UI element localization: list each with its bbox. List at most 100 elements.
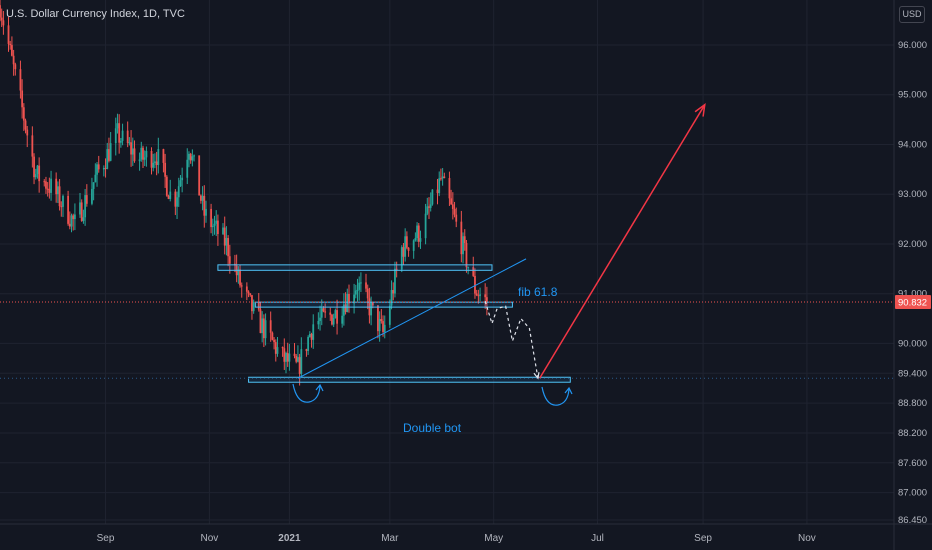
currency-button[interactable]: USD bbox=[899, 6, 925, 23]
candle-body bbox=[479, 294, 481, 296]
candle-body bbox=[455, 214, 458, 222]
candle-body bbox=[463, 236, 466, 244]
candle-body bbox=[174, 191, 177, 207]
last-price-tag bbox=[895, 295, 931, 310]
candle-body bbox=[55, 178, 58, 195]
candle-body bbox=[276, 347, 279, 354]
time-tick-label: Jul bbox=[591, 533, 604, 544]
candle-body bbox=[114, 128, 117, 144]
candle-body bbox=[342, 304, 345, 316]
candle-body bbox=[300, 349, 303, 374]
candle-body bbox=[485, 297, 488, 304]
candle-body bbox=[68, 223, 71, 227]
candle-body bbox=[295, 355, 298, 362]
candle-body bbox=[67, 195, 69, 224]
double-bottom-label: Double bot bbox=[403, 421, 462, 435]
candle-body bbox=[395, 268, 398, 270]
candle-body bbox=[94, 174, 97, 183]
candle-body bbox=[227, 238, 230, 257]
candle-body bbox=[133, 148, 136, 162]
candle-body bbox=[251, 295, 253, 312]
candle-body bbox=[440, 178, 442, 180]
candle-body bbox=[162, 149, 165, 163]
price-tick-label: 91.000 bbox=[898, 289, 927, 300]
candle-body bbox=[186, 159, 189, 178]
candle-body bbox=[21, 90, 24, 108]
candle-body bbox=[70, 215, 73, 227]
double-bottom-arrow-right bbox=[541, 386, 570, 406]
candle-body bbox=[424, 213, 427, 239]
candle-body bbox=[240, 285, 243, 287]
candle-body bbox=[392, 289, 395, 294]
candle-body bbox=[305, 349, 308, 351]
candle-body bbox=[274, 342, 277, 354]
candle-body bbox=[269, 320, 272, 333]
candle-body bbox=[2, 20, 5, 26]
candle-body bbox=[102, 167, 105, 170]
candle-body bbox=[429, 204, 432, 208]
candle-body bbox=[210, 208, 212, 228]
candle-body bbox=[72, 215, 75, 220]
candle-body bbox=[203, 195, 206, 216]
candle-body bbox=[477, 295, 480, 297]
candle-body bbox=[217, 220, 219, 235]
price-tick-label: 90.000 bbox=[898, 338, 927, 349]
candle-body bbox=[237, 269, 240, 276]
candle-body bbox=[19, 69, 22, 91]
candle-body bbox=[402, 247, 405, 257]
double-bottom-arrow-left bbox=[292, 383, 321, 403]
time-tick-label: Nov bbox=[200, 533, 218, 544]
candle-body bbox=[143, 157, 146, 160]
candle-body bbox=[331, 314, 333, 325]
candle-body bbox=[419, 238, 422, 242]
candle-body bbox=[388, 305, 391, 325]
price-axis[interactable]: 96.000 95.000 94.000 93.000 92.000 91.000 90.0… bbox=[893, 0, 932, 550]
candle-body bbox=[152, 162, 155, 168]
candle-body bbox=[320, 308, 323, 318]
candle-body bbox=[431, 189, 434, 205]
candle-body bbox=[412, 240, 415, 251]
candle-body bbox=[193, 155, 195, 157]
candle-body bbox=[261, 318, 264, 334]
candle-body bbox=[332, 317, 335, 325]
candle-body bbox=[154, 161, 156, 163]
candle-body bbox=[84, 195, 87, 218]
candle-body bbox=[245, 286, 248, 292]
candle-body bbox=[426, 206, 429, 214]
candle-body bbox=[140, 147, 143, 160]
candle-body bbox=[317, 320, 320, 325]
time-axis[interactable]: Sep Nov 2021 Mar May Jul Sep Nov bbox=[0, 523, 932, 544]
candle-body bbox=[417, 225, 420, 242]
candle-body bbox=[348, 293, 350, 304]
price-tick-label: 88.200 bbox=[898, 428, 927, 439]
price-tick-label: 87.600 bbox=[898, 458, 927, 469]
forecast-dashed-arrowhead bbox=[533, 372, 540, 380]
candle-body bbox=[271, 332, 274, 340]
candle-body bbox=[126, 130, 129, 143]
double-bottom-arrow-right-head bbox=[564, 386, 573, 395]
candle-body bbox=[484, 294, 487, 298]
candle-body bbox=[177, 186, 180, 198]
candle-body bbox=[223, 227, 226, 246]
candle-body bbox=[453, 208, 456, 215]
candle-body bbox=[34, 174, 37, 178]
candle-body bbox=[438, 178, 441, 194]
candle-body bbox=[201, 195, 204, 201]
candle-body bbox=[213, 223, 216, 226]
candle-body bbox=[142, 147, 144, 160]
candle-body bbox=[443, 176, 446, 179]
candle-body bbox=[24, 120, 27, 130]
candle-body bbox=[404, 236, 407, 257]
candle-body bbox=[188, 153, 190, 160]
candle-body bbox=[264, 320, 267, 339]
candle-body bbox=[358, 282, 361, 290]
candle-body bbox=[353, 294, 355, 304]
candle-body bbox=[119, 140, 122, 143]
candle-body bbox=[50, 178, 52, 193]
candle-body bbox=[26, 129, 29, 136]
candle-body bbox=[205, 208, 207, 216]
time-tick-label: Nov bbox=[798, 533, 816, 544]
candle-body bbox=[329, 312, 332, 315]
candle-body bbox=[360, 282, 362, 284]
